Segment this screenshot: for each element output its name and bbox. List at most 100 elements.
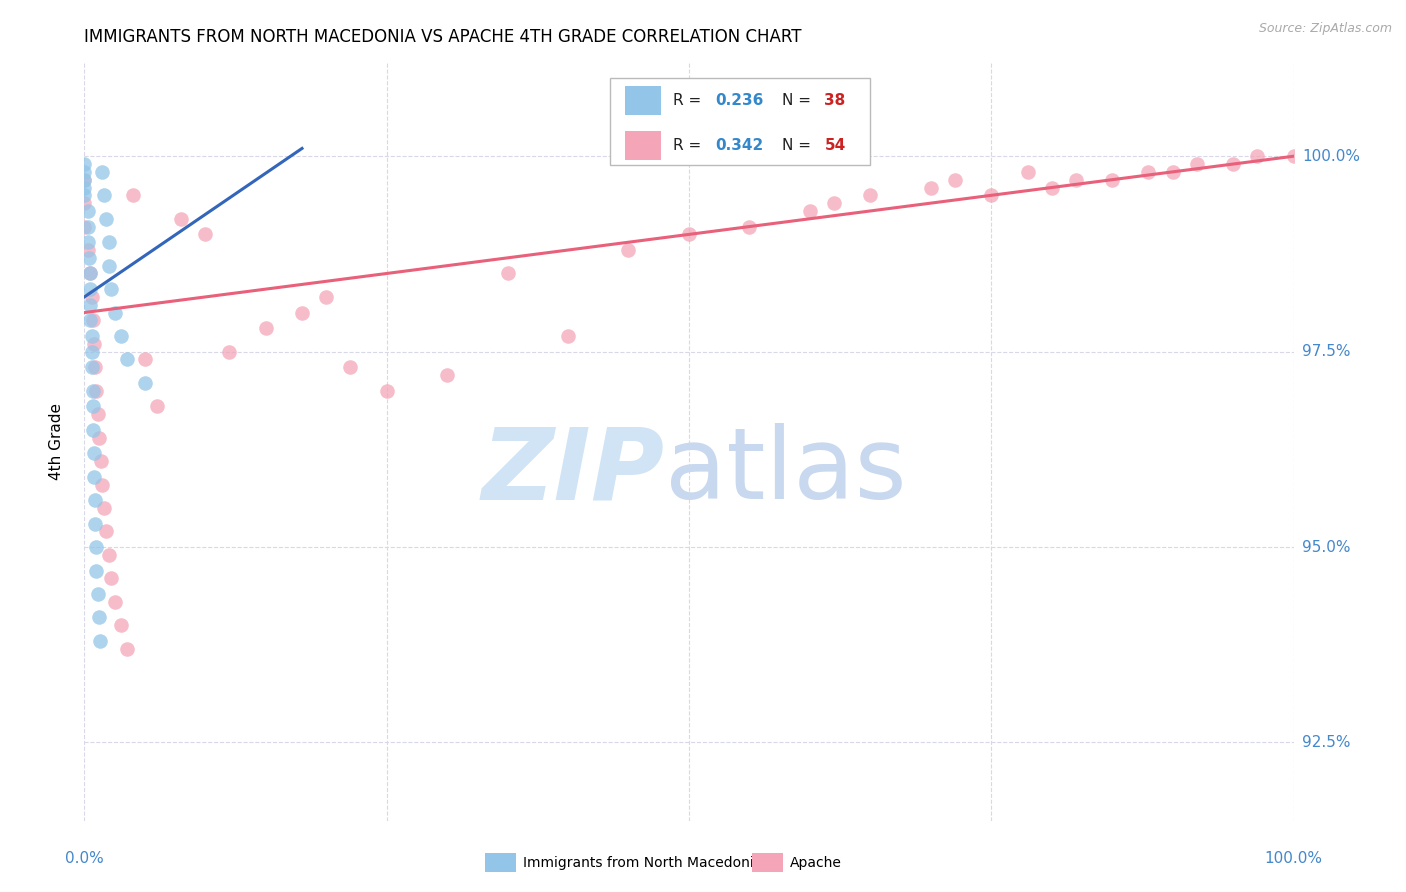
Point (79, 282, 101, 296)
Point (436, 368, 458, 383)
Point (77, 203, 100, 218)
Point (134, 376, 156, 390)
Text: 0.236: 0.236 (716, 93, 763, 108)
Text: 0.0%: 0.0% (65, 851, 104, 866)
Point (1185, 157, 1208, 171)
Text: 0.342: 0.342 (716, 138, 763, 153)
Point (83, 336, 105, 351)
Point (89, 633, 111, 648)
Point (83, 469, 105, 483)
Point (823, 196, 845, 211)
Point (339, 360, 361, 375)
Point (84, 516, 107, 531)
Point (100, 282, 122, 296)
Point (80, 290, 103, 304)
Point (80, 329, 103, 343)
Text: R =: R = (673, 138, 706, 153)
Point (110, 329, 132, 343)
Point (980, 188, 1002, 202)
Point (93, 188, 115, 202)
Point (943, 172, 966, 186)
Point (87, 610, 110, 624)
Text: 95.0%: 95.0% (1302, 540, 1350, 555)
Point (87, 431, 110, 445)
Point (84, 493, 107, 508)
Point (80, 360, 103, 375)
Point (80, 344, 103, 359)
Point (121, 188, 143, 202)
Text: IMMIGRANTS FROM NORTH MACEDONIA VS APACHE 4TH GRADE CORRELATION CHART: IMMIGRANTS FROM NORTH MACEDONIA VS APACH… (84, 28, 801, 45)
Point (170, 211, 193, 226)
Text: Apache: Apache (790, 855, 842, 870)
Text: ZIP: ZIP (482, 424, 665, 520)
FancyBboxPatch shape (624, 87, 661, 115)
Text: 100.0%: 100.0% (1264, 851, 1323, 866)
Point (104, 305, 127, 319)
Point (1101, 172, 1123, 186)
Point (86, 540, 108, 554)
Point (1137, 165, 1160, 179)
Point (1040, 180, 1063, 194)
Point (678, 227, 700, 242)
Point (77, 219, 100, 234)
Point (86, 384, 108, 398)
Text: 100.0%: 100.0% (1302, 149, 1360, 164)
Point (375, 384, 398, 398)
Point (1222, 157, 1244, 171)
Point (84, 360, 107, 375)
Point (557, 329, 579, 343)
Point (94, 211, 117, 226)
Point (79, 267, 101, 281)
Text: N =: N = (782, 138, 815, 153)
Point (115, 641, 138, 656)
Point (146, 400, 169, 414)
Point (91, 477, 114, 491)
Point (91, 165, 114, 179)
Point (291, 305, 314, 319)
Point (77, 251, 100, 265)
Point (1246, 149, 1268, 163)
Point (82, 423, 104, 437)
Point (859, 188, 882, 202)
Point (73, 180, 96, 194)
Point (194, 227, 217, 242)
Point (79, 267, 101, 281)
Point (73, 196, 96, 211)
Point (799, 203, 821, 218)
Point (79, 313, 101, 327)
Y-axis label: 4th Grade: 4th Grade (49, 403, 63, 480)
Text: Source: ZipAtlas.com: Source: ZipAtlas.com (1258, 22, 1392, 36)
FancyBboxPatch shape (610, 78, 870, 165)
Point (315, 290, 337, 304)
Point (82, 313, 104, 327)
Text: 38: 38 (824, 93, 845, 108)
Point (82, 400, 104, 414)
Point (86, 407, 108, 421)
Text: R =: R = (673, 93, 706, 108)
Point (1017, 165, 1039, 179)
Point (83, 446, 105, 460)
Point (254, 321, 277, 335)
Point (738, 219, 761, 234)
Point (100, 571, 122, 585)
Text: 97.5%: 97.5% (1302, 344, 1350, 359)
Point (134, 352, 156, 367)
Text: atlas: atlas (665, 424, 907, 520)
Text: Immigrants from North Macedonia: Immigrants from North Macedonia (523, 855, 762, 870)
Point (90, 454, 112, 468)
Point (1282, 149, 1305, 163)
Point (97, 235, 120, 250)
Point (115, 352, 138, 367)
Text: N =: N = (782, 93, 815, 108)
Text: 92.5%: 92.5% (1302, 735, 1350, 750)
Point (93, 500, 115, 515)
Point (73, 172, 96, 186)
Point (617, 243, 640, 257)
Point (77, 235, 100, 250)
Point (920, 180, 942, 194)
Point (97, 259, 120, 273)
Point (1064, 172, 1087, 186)
Point (218, 344, 240, 359)
Point (97, 548, 120, 562)
Point (77, 243, 100, 257)
